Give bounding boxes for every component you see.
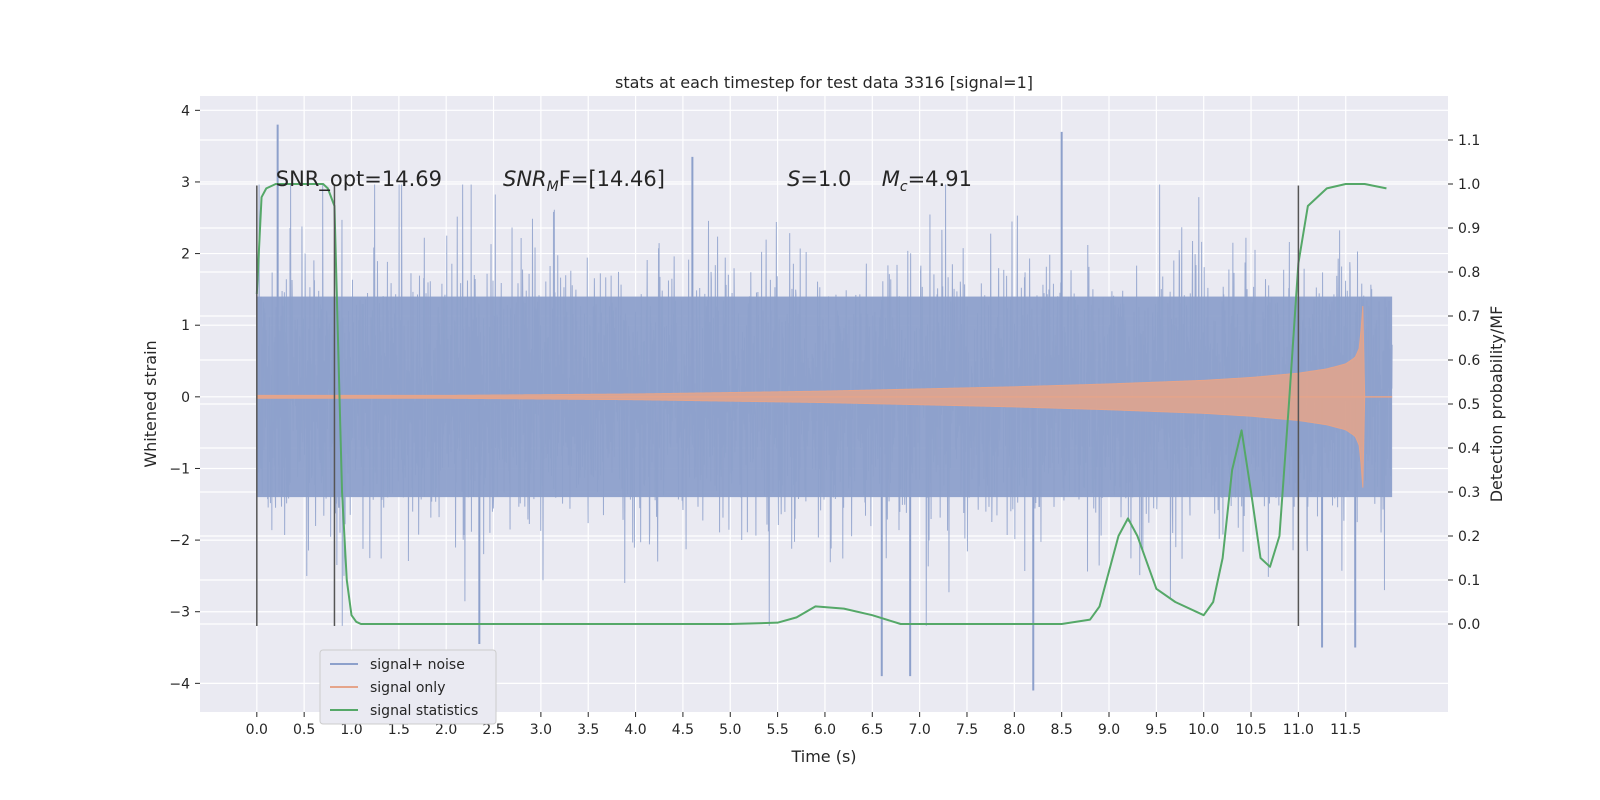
x-tick-label: 6.0 [814, 722, 836, 738]
y-tick-label: 4 [181, 103, 190, 119]
legend: signal+ noise signal only signal statist… [319, 649, 497, 725]
y-tick-label: 3 [181, 175, 190, 191]
annotation-snr-opt: SNR_opt=14.69 [276, 167, 442, 192]
y2-tick-label: 0.4 [1458, 441, 1480, 457]
y-tick-label: 2 [181, 247, 190, 263]
annotations: SNR_opt=14.69 SNRMF=[14.46] S=1.0 Mc=4.91 [276, 167, 972, 195]
y2-tick-label: 0.6 [1458, 353, 1480, 369]
x-tick-label: 2.5 [482, 722, 504, 738]
x-tick-label: 8.5 [1051, 722, 1073, 738]
x-tick-label: 1.0 [340, 722, 362, 738]
y-tick-label: −3 [169, 605, 190, 621]
y-tick-label: 0 [181, 390, 190, 406]
series-signal-statistics-line [255, 183, 1387, 625]
y2-tick-label: 0.2 [1458, 529, 1480, 545]
y-axis-label: Whitened strain [141, 340, 160, 467]
x-tick-label: 4.0 [624, 722, 646, 738]
x-tick-label: 8.0 [1003, 722, 1025, 738]
series-layer [255, 124, 1393, 691]
chart-title: stats at each timestep for test data 331… [615, 73, 1033, 92]
legend-entry-signal-only: signal only [370, 680, 445, 696]
x-tick-label: 7.0 [909, 722, 931, 738]
x-tick-label: 9.0 [1098, 722, 1120, 738]
y2-tick-label: 0.9 [1458, 221, 1480, 237]
x-tick-label: 0.5 [293, 722, 315, 738]
annotation-mc: Mc=4.91 [882, 167, 972, 195]
y-tick-label: −2 [169, 533, 190, 549]
x-tick-label: 2.0 [435, 722, 457, 738]
x-tick-label: 11.5 [1330, 722, 1361, 738]
left-axis: −4 −3 −2 −1 0 1 2 3 4 [169, 103, 200, 692]
x-tick-label: 3.5 [577, 722, 599, 738]
y2-tick-label: 0.8 [1458, 265, 1480, 281]
x-tick-label: 9.5 [1145, 722, 1167, 738]
y2-tick-label: 0.1 [1458, 573, 1480, 589]
x-axis-label: Time (s) [790, 747, 856, 766]
x-tick-label: 6.5 [861, 722, 883, 738]
legend-entry-signal-statistics: signal statistics [370, 703, 478, 719]
x-tick-label: 5.0 [719, 722, 741, 738]
legend-entry-signal-noise: signal+ noise [370, 657, 465, 673]
y2-tick-label: 0.0 [1458, 617, 1480, 633]
x-tick-label: 7.5 [956, 722, 978, 738]
y-tick-label: 1 [181, 318, 190, 334]
x-tick-label: 3.0 [530, 722, 552, 738]
y-tick-label: −1 [169, 461, 190, 477]
y-tick-label: −4 [169, 676, 190, 692]
x-tick-label: 11.0 [1283, 722, 1314, 738]
x-tick-label: 0.0 [246, 722, 268, 738]
x-tick-label: 5.5 [766, 722, 788, 738]
right-axis: 0.0 0.1 0.2 0.3 0.4 0.5 0.6 0.7 0.8 0.9 1.0 1.1 [1448, 133, 1480, 633]
y2-tick-label: 1.0 [1458, 177, 1480, 193]
annotation-snr-mf: SNRMF=[14.46] [503, 167, 665, 195]
y2-tick-label: 1.1 [1458, 133, 1480, 149]
y2-axis-label: Detection probability/MF [1487, 306, 1506, 503]
vertical-markers [256, 185, 1300, 627]
y2-tick-label: 0.7 [1458, 309, 1480, 325]
x-tick-label: 4.5 [672, 722, 694, 738]
x-tick-label: 1.5 [388, 722, 410, 738]
y2-tick-label: 0.5 [1458, 397, 1480, 413]
x-tick-label: 10.0 [1188, 722, 1219, 738]
y2-tick-label: 0.3 [1458, 485, 1480, 501]
x-axis: 0.0 0.5 1.0 1.5 2.0 2.5 3.0 3.5 4.0 4.5 5.0 5.5 6.0 6… [246, 712, 1361, 738]
legend-box [319, 649, 497, 725]
x-tick-label: 10.5 [1235, 722, 1266, 738]
annotation-s: S=1.0 [787, 167, 851, 191]
